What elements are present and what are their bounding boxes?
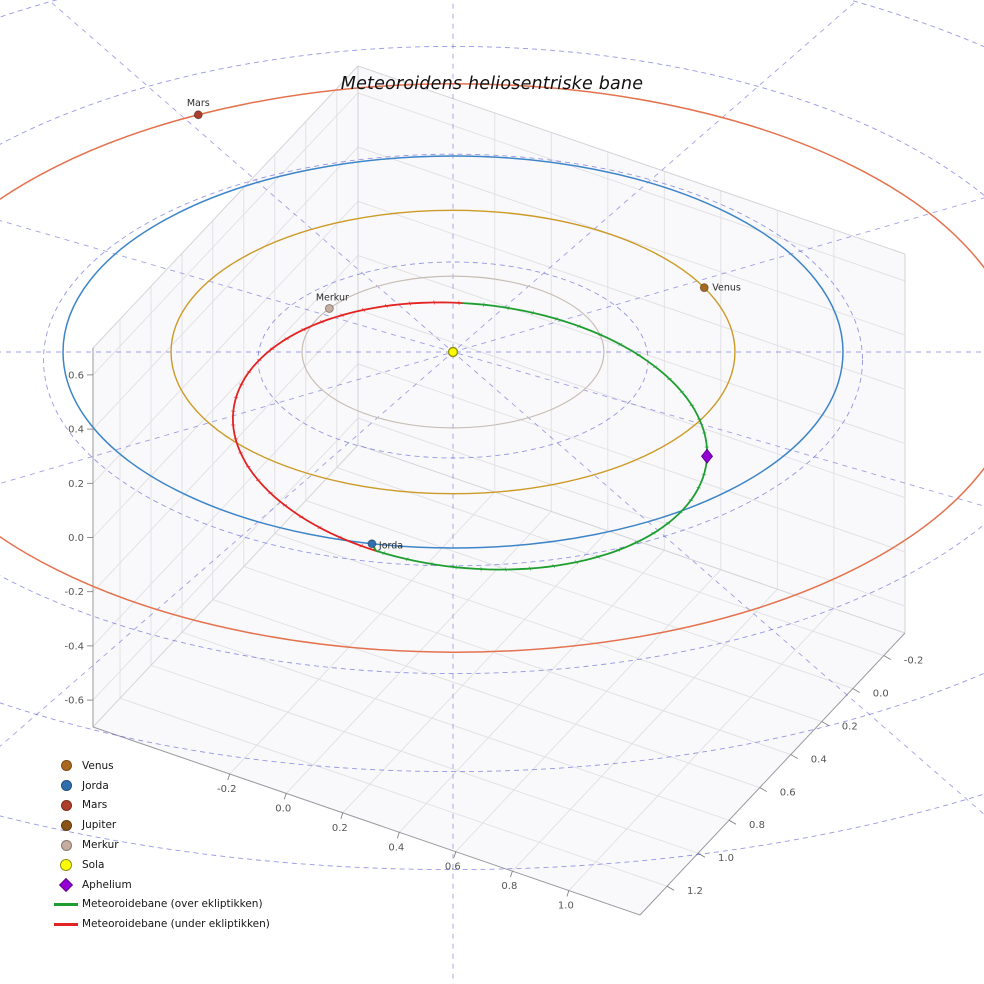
z-tick-label: -0.4 [64, 641, 84, 652]
legend-item-jorda: Jorda [50, 776, 270, 796]
planet-label-jorda: Jorda [378, 541, 403, 552]
planet-label-venus: Venus [712, 283, 741, 294]
x-tick-label: 0.8 [501, 881, 517, 892]
x-tick-label: 0.2 [332, 823, 348, 834]
jorda-marker-icon [60, 780, 72, 792]
planet-dot-merkur [324, 303, 334, 313]
z-tick-label: -0.2 [64, 587, 84, 598]
legend-item-label: Jupiter [82, 819, 117, 832]
legend-item-sola: Sola [50, 855, 270, 875]
venus-marker-icon [60, 760, 72, 772]
aphelium-marker-icon [58, 877, 74, 892]
mars-marker-icon [60, 799, 72, 811]
sun-marker [447, 346, 459, 358]
meteoroid-under-line-icon [54, 922, 78, 926]
meteoroid-under-path [231, 301, 464, 553]
orbit-mars [0, 83, 984, 653]
legend-item-label: Jorda [82, 779, 109, 792]
legend-item-label: Meteoroidebane (under ekliptikken) [82, 918, 270, 931]
z-tick-label: 0.2 [68, 479, 84, 490]
x-tick-label: 1.0 [558, 901, 574, 912]
planet-dot-mars [193, 110, 203, 120]
planet-dot-jorda [367, 539, 377, 549]
legend-item-jupiter: Jupiter [50, 815, 270, 835]
z-tick-label: 0.0 [68, 533, 84, 544]
orbit-jorda [62, 155, 844, 549]
legend-item-merkur: Merkur [50, 835, 270, 855]
merkur-marker-icon [60, 839, 72, 851]
y-tick-label: 1.0 [718, 853, 734, 864]
planet-label-merkur: Merkur [316, 292, 349, 303]
legend-item-label: Aphelium [82, 878, 132, 891]
x-tick-label: -0.2 [217, 784, 237, 795]
planet-label-mars: Mars [187, 98, 210, 109]
x-tick-label: 0.0 [275, 803, 291, 814]
legend-item-label: Sola [82, 858, 105, 871]
legend-item-meteoroid-under: Meteoroidebane (under ekliptikken) [50, 914, 270, 934]
legend-item-label: Mars [82, 799, 108, 812]
chart-title: Meteoroidens heliosentriske bane [340, 74, 644, 94]
legend-item-label: Meteoroidebane (over ekliptikken) [82, 898, 263, 911]
z-tick-label: 0.6 [68, 370, 84, 381]
y-tick-label: -0.2 [904, 656, 924, 667]
y-tick-label: 1.2 [687, 886, 703, 897]
meteoroid-over-path [371, 302, 709, 571]
planet-dot-venus [699, 283, 709, 293]
y-tick-label: 0.2 [842, 722, 858, 733]
x-tick-label: 0.4 [388, 842, 404, 853]
legend: Venus Jorda Mars Jupiter Merkur Sola Aph… [50, 756, 270, 934]
z-tick-label: 0.4 [68, 425, 84, 436]
y-tick-label: 0.8 [749, 820, 765, 831]
legend-item-label: Merkur [82, 839, 119, 852]
legend-item-mars: Mars [50, 796, 270, 816]
legend-item-meteoroid-over: Meteoroidebane (over ekliptikken) [50, 895, 270, 915]
jupiter-marker-icon [60, 819, 72, 831]
meteoroid-over-line-icon [54, 902, 78, 906]
sola-marker-icon [60, 858, 72, 871]
axes-grid [92, 88, 906, 891]
legend-item-venus: Venus [50, 756, 270, 776]
orbit-merkur [301, 275, 605, 429]
y-tick-label: 0.4 [811, 755, 827, 766]
planets-layer: Mars Venus Merkur Jorda [187, 98, 741, 552]
meteoroid-layer [230, 300, 714, 572]
y-tick-label: 0.6 [780, 788, 796, 799]
orbits-layer [0, 83, 984, 653]
y-tick-label: 0.0 [873, 689, 889, 700]
aphelium-marker [701, 448, 714, 464]
legend-item-aphelium: Aphelium [50, 875, 270, 895]
legend-item-label: Venus [82, 759, 114, 772]
orbit-venus [170, 209, 736, 495]
grid-ring [0, 0, 984, 772]
z-tick-label: -0.6 [64, 696, 84, 707]
